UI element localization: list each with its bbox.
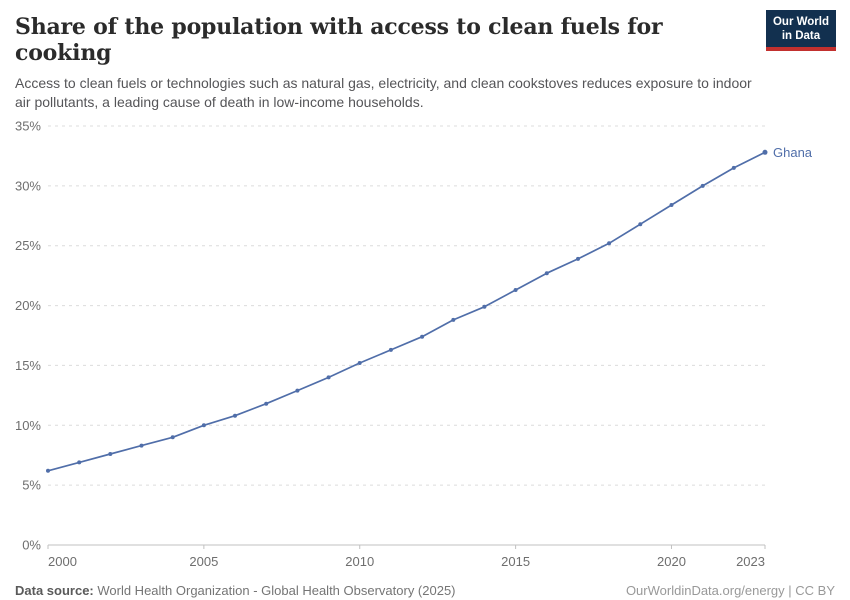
data-point[interactable] [638, 222, 643, 227]
data-point[interactable] [326, 375, 331, 380]
data-point[interactable] [388, 347, 393, 352]
x-axis-tick-label: 2005 [189, 554, 218, 569]
data-point[interactable] [544, 271, 549, 276]
data-point[interactable] [46, 468, 50, 473]
chart-footer: Data source: World Health Organization -… [15, 583, 835, 598]
chart-subtitle: Access to clean fuels or technologies su… [15, 74, 752, 111]
data-point[interactable] [669, 202, 674, 207]
owid-logo-line2: in Data [781, 30, 821, 43]
data-point[interactable] [201, 423, 206, 428]
data-point[interactable] [357, 360, 362, 365]
y-axis-tick-label: 25% [15, 238, 41, 253]
x-axis-tick-label: 2023 [736, 554, 765, 569]
data-source-note: Data source: World Health Organization -… [15, 583, 456, 598]
y-axis-tick-label: 35% [15, 118, 41, 133]
x-axis-tick-label: 2000 [48, 554, 77, 569]
data-point[interactable] [295, 388, 300, 393]
data-point[interactable] [420, 334, 425, 339]
data-point[interactable] [762, 149, 768, 155]
series-end-label[interactable]: Ghana [773, 145, 813, 160]
x-axis-tick-label: 2015 [501, 554, 530, 569]
data-point[interactable] [607, 241, 612, 246]
line-chart: 0% 5% 10% 15% 20% 25% 30% 35% 2000 2005 2010 2015 20… [15, 118, 813, 569]
owid-logo[interactable]: Our World in Data [765, 10, 836, 52]
chart-title: Share of the population with access to c… [15, 14, 663, 67]
y-axis-tick-label: 0% [22, 537, 41, 552]
x-axis-tick-label: 2010 [345, 554, 374, 569]
data-point[interactable] [513, 287, 518, 292]
data-source-label: Data source: [15, 582, 94, 598]
data-point[interactable] [576, 256, 580, 261]
data-point[interactable] [482, 304, 487, 309]
data-point[interactable] [233, 413, 237, 418]
x-axis-tick-label: 2020 [657, 554, 686, 569]
data-point[interactable] [264, 401, 269, 406]
y-axis-tick-label: 10% [15, 418, 41, 433]
owid-credit-link[interactable]: OurWorldinData.org/energy | CC BY [625, 582, 835, 598]
data-point[interactable] [731, 165, 736, 170]
data-point[interactable] [77, 460, 82, 465]
y-axis-tick-label: 20% [15, 298, 41, 313]
y-axis-tick-label: 30% [15, 178, 41, 193]
y-axis-tick-label: 5% [22, 478, 41, 493]
data-point[interactable] [700, 183, 705, 188]
data-point[interactable] [139, 443, 144, 448]
data-point[interactable] [451, 317, 456, 322]
data-source-value: World Health Organization - Global Healt… [93, 582, 456, 598]
y-axis-tick-label: 15% [15, 358, 41, 373]
data-point[interactable] [108, 451, 113, 456]
owid-logo-line1: Our World [772, 16, 829, 28]
trend-line[interactable] [47, 151, 766, 472]
data-point[interactable] [170, 435, 175, 440]
